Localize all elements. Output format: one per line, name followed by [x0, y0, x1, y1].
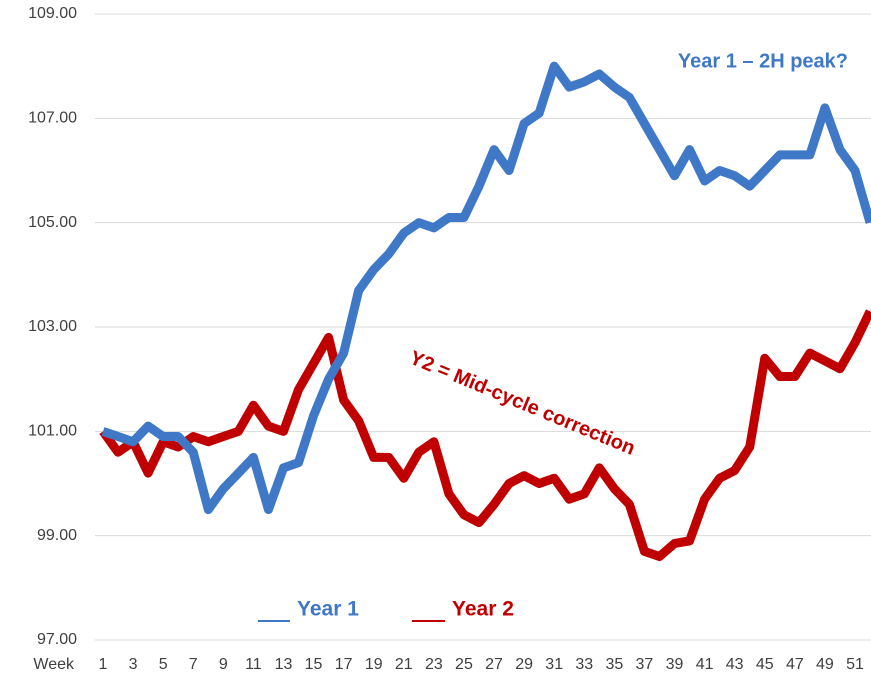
x-tick-label: 13 — [275, 656, 293, 673]
y-tick-label: 101.00 — [28, 423, 77, 440]
x-tick-label: 37 — [636, 656, 654, 673]
x-tick-label: 47 — [786, 656, 804, 673]
x-tick-label: 51 — [846, 656, 864, 673]
annotation: Year 1 – 2H peak? — [678, 50, 848, 72]
x-tick-label: 1 — [99, 656, 108, 673]
x-tick-label: 41 — [696, 656, 714, 673]
x-tick-label: 29 — [515, 656, 533, 673]
y-tick-label: 97.00 — [37, 631, 77, 648]
series-line — [99, 309, 871, 562]
x-tick-label: 7 — [189, 656, 198, 673]
y-tick-label: 105.00 — [28, 214, 77, 231]
x-tick-label: 23 — [425, 656, 443, 673]
x-tick-label: 17 — [335, 656, 353, 673]
annotation: Y2 = Mid-cycle correction — [406, 347, 638, 460]
legend-label: Year 1 — [297, 598, 359, 621]
x-tick-label: 21 — [395, 656, 413, 673]
x-tick-label: 5 — [159, 656, 168, 673]
x-tick-label: 11 — [245, 656, 262, 673]
legend-label: Year 2 — [452, 598, 514, 621]
x-tick-label: 27 — [485, 656, 503, 673]
x-tick-label: 43 — [726, 656, 744, 673]
y-tick-label: 99.00 — [37, 527, 77, 544]
series-line — [101, 61, 871, 515]
x-tick-label: 39 — [666, 656, 684, 673]
x-tick-label: 35 — [605, 656, 623, 673]
x-tick-label: 3 — [129, 656, 138, 673]
x-tick-label: 9 — [219, 656, 228, 673]
y-tick-label: 103.00 — [28, 318, 77, 335]
x-axis-label: Week — [33, 656, 75, 673]
x-tick-label: 49 — [816, 656, 834, 673]
y-tick-label: 107.00 — [28, 110, 77, 127]
x-tick-label: 25 — [455, 656, 473, 673]
y-tick-label: 109.00 — [28, 5, 77, 22]
x-tick-label: 33 — [575, 656, 593, 673]
x-tick-label: 45 — [756, 656, 774, 673]
x-tick-label: 31 — [545, 656, 563, 673]
x-tick-label: 19 — [365, 656, 383, 673]
x-tick-label: 15 — [305, 656, 323, 673]
